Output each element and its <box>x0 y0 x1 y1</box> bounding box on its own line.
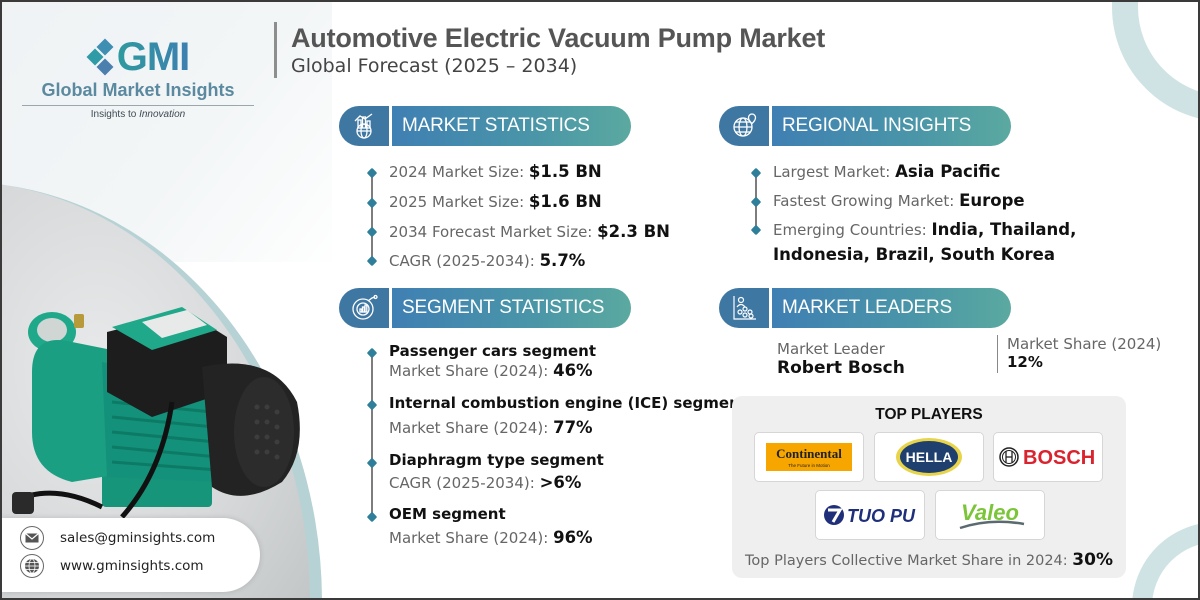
hella-logo-icon: HELLA <box>896 438 962 476</box>
market-leaders-title: MARKET LEADERS <box>772 288 1011 328</box>
decorative-ring-bottom <box>1132 522 1198 598</box>
globe-icon <box>20 554 44 578</box>
logo-letters: GMI <box>116 35 191 79</box>
regional-insights-header: REGIONAL INSIGHTS <box>719 106 1011 146</box>
logo-continental: Continental The Future in Motion <box>754 432 864 482</box>
segment-diaphragm: Diaphragm type segment <box>389 451 604 469</box>
segment-passenger-cars: Passenger cars segment <box>389 342 597 360</box>
fastest-growing-market: Fastest Growing Market: Europe <box>773 191 1025 210</box>
emerging-countries-line2: Indonesia, Brazil, South Korea <box>773 245 1056 264</box>
svg-text:BOSCH: BOSCH <box>1023 447 1095 469</box>
segment-statistics-title: SEGMENT STATISTICS <box>392 288 631 328</box>
stat-2025-market-size: 2025 Market Size: $1.6 BN <box>389 192 602 211</box>
logo-bosch: BOSCH <box>993 432 1103 482</box>
svg-text:The Future in Motion: The Future in Motion <box>788 463 830 468</box>
emerging-countries: Emerging Countries: India, Thailand, <box>773 220 1077 239</box>
stat-2034-forecast-size: 2034 Forecast Market Size: $2.3 BN <box>389 222 670 241</box>
top-players-collective-share: Top Players Collective Market Share in 2… <box>745 550 1113 570</box>
leaders-chart-icon <box>719 288 769 328</box>
contact-website-row[interactable]: www.gminsights.com <box>20 554 204 578</box>
contact-card: sales@gminsights.com www.gminsights.com <box>2 518 260 592</box>
market-leader: Market Leader Robert Bosch <box>777 340 905 378</box>
segment-passenger-cars-share: Market Share (2024): 46% <box>389 361 593 380</box>
market-leader-label: Market Leader <box>777 340 885 358</box>
vacuum-pump-image <box>12 307 300 519</box>
segment-ice: Internal combustion engine (ICE) segment <box>389 394 747 412</box>
svg-text:TUO PU: TUO PU <box>847 506 916 526</box>
market-leader-share: Market Share (2024) 12% <box>997 335 1161 373</box>
svg-text:HELLA: HELLA <box>906 449 953 465</box>
market-leaders-header: MARKET LEADERS <box>719 288 1011 328</box>
top-players-title: TOP PLAYERS <box>875 406 983 423</box>
segment-statistics-list: Passenger cars segment Market Share (202… <box>366 342 747 552</box>
tuopu-logo-icon: TUO PU <box>824 505 916 526</box>
market-share-value: 12% <box>1007 353 1043 371</box>
logo-hella: HELLA <box>874 432 984 482</box>
top-players-panel: TOP PLAYERS Continental The Future in Mo… <box>732 396 1126 578</box>
stat-cagr: CAGR (2025-2034): 5.7% <box>389 251 586 270</box>
market-leader-name: Robert Bosch <box>777 358 905 378</box>
logo-diamond-icon <box>86 38 114 76</box>
segment-oem-share: Market Share (2024): 96% <box>389 528 593 547</box>
tagline-prefix: Insights to <box>90 109 140 120</box>
bosch-logo-icon: BOSCH <box>999 447 1095 469</box>
segment-diaphragm-cagr: CAGR (2025-2034): >6% <box>389 473 582 492</box>
continental-logo-icon: Continental The Future in Motion <box>766 443 852 471</box>
segment-statistics-header: SEGMENT STATISTICS <box>339 288 631 328</box>
analytics-cycle-icon <box>339 288 389 328</box>
segment-ice-share: Market Share (2024): 77% <box>389 418 593 437</box>
regional-insights-list: Largest Market: Asia Pacific Fastest Gro… <box>750 162 1091 272</box>
segment-oem: OEM segment <box>389 505 506 523</box>
page-subtitle: Global Forecast (2025 – 2034) <box>291 55 578 77</box>
market-statistics-title: MARKET STATISTICS <box>392 106 631 146</box>
left-panel: GMI Global Market Insights Insights to I… <box>2 2 332 598</box>
chart-globe-icon <box>339 106 389 146</box>
page-header: Automotive Electric Vacuum Pump Market G… <box>274 22 825 78</box>
largest-market: Largest Market: Asia Pacific <box>773 162 1001 181</box>
gmi-logo: GMI Global Market Insights Insights to I… <box>18 36 258 120</box>
logo-valeo: Valeo <box>935 490 1045 540</box>
contact-email-row[interactable]: sales@gminsights.com <box>20 526 215 550</box>
logo-mark: GMI <box>18 36 258 78</box>
market-statistics-list: 2024 Market Size: $1.5 BN 2025 Market Si… <box>366 162 687 272</box>
contact-email[interactable]: sales@gminsights.com <box>60 530 216 546</box>
logo-company-name: Global Market Insights <box>41 80 235 100</box>
market-statistics-header: MARKET STATISTICS <box>339 106 631 146</box>
svg-text:Continental: Continental <box>776 446 842 461</box>
globe-pin-icon <box>719 106 769 146</box>
page-title: Automotive Electric Vacuum Pump Market <box>291 23 826 53</box>
regional-insights-title: REGIONAL INSIGHTS <box>772 106 1011 146</box>
market-share-label: Market Share (2024) <box>1007 335 1162 353</box>
stat-2024-market-size: 2024 Market Size: $1.5 BN <box>389 162 602 181</box>
valeo-logo-icon: Valeo <box>959 500 1025 530</box>
decorative-ring-top <box>1112 2 1198 122</box>
envelope-icon <box>20 526 44 550</box>
logo-tagline: Insights to Innovation <box>18 109 258 120</box>
logo-tuopu: TUO PU <box>815 490 925 540</box>
contact-website[interactable]: www.gminsights.com <box>60 558 204 574</box>
logo-divider <box>22 105 254 106</box>
tagline-italic: Innovation <box>139 109 186 120</box>
